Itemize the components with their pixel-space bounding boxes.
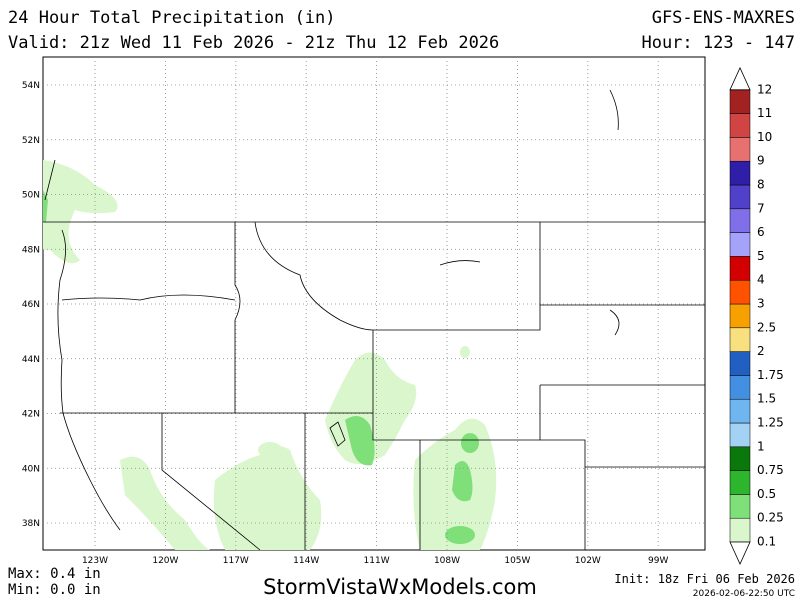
- lon-label: 99W: [648, 556, 668, 566]
- colorbar-swatch: [729, 375, 751, 400]
- colorbar-label: 12: [757, 82, 772, 96]
- lat-label: 54N: [22, 81, 40, 91]
- lon-label: 120W: [152, 556, 178, 566]
- max-value: Max: 0.4 in: [8, 566, 101, 582]
- map: 54N 52N 50N 48N 46N 44N 42N 40N 38N 123W 120W 117W 1…: [22, 56, 706, 566]
- colorbar-swatch: [729, 137, 751, 162]
- colorbar-swatch: [729, 351, 751, 376]
- colorbar-swatch: [729, 184, 751, 210]
- lon-label: 102W: [575, 556, 601, 566]
- lat-label: 52N: [22, 136, 40, 146]
- precip-light: [43, 160, 497, 550]
- colorbar-swatch: [729, 470, 751, 495]
- forecast-hour: Hour: 123 - 147: [641, 33, 795, 53]
- lat-label: 40N: [22, 464, 40, 474]
- colorbar-swatch: [729, 327, 751, 352]
- colorbar-label: 2.5: [757, 320, 776, 334]
- colorbar-label: 6: [757, 225, 765, 239]
- colorbar-label: 8: [757, 178, 765, 192]
- colorbar-swatch: [729, 113, 751, 138]
- title: 24 Hour Total Precipitation (in): [8, 8, 336, 28]
- colorbar-label: 7: [757, 201, 765, 215]
- colorbar: 0.1 0.25 0.5 0.75 1 1.25 1.5 1.75 2 2.5 3 4 5 6 7 8 9 10 1…: [729, 66, 784, 565]
- min-value: Min: 0.0 in: [8, 582, 101, 598]
- colorbar-swatch: [729, 232, 751, 257]
- website: StormVistaWxModels.com: [263, 575, 537, 599]
- lon-label: 123W: [82, 556, 108, 566]
- colorbar-swatch: [729, 160, 751, 186]
- colorbar-label: 0.1: [757, 535, 776, 549]
- model: GFS-ENS-MAXRES: [652, 8, 795, 28]
- colorbar-swatch: [729, 256, 751, 281]
- lon-label: 114W: [293, 556, 319, 566]
- colorbar-label: 0.25: [757, 511, 784, 525]
- colorbar-swatch: [729, 208, 751, 233]
- lat-label: 44N: [22, 355, 40, 365]
- colorbar-swatch: [729, 89, 751, 114]
- colorbar-swatch: [729, 279, 751, 305]
- colorbar-swatch: [729, 517, 751, 543]
- colorbar-label: 1.5: [757, 392, 776, 406]
- colorbar-label: 1: [757, 439, 765, 453]
- colorbar-label: 4: [757, 273, 765, 287]
- colorbar-swatch: [729, 494, 751, 519]
- colorbar-swatch: [729, 446, 751, 471]
- lat-label: 42N: [22, 410, 40, 420]
- colorbar-label: 10: [757, 130, 772, 144]
- lon-label: 111W: [364, 556, 390, 566]
- colorbar-label: 0.75: [757, 463, 784, 477]
- timestamp: 2026-02-06-22:50 UTC: [693, 589, 795, 599]
- colorbar-swatch: [729, 303, 751, 329]
- init-time: Init: 18z Fri 06 Feb 2026: [614, 572, 795, 586]
- lat-label: 38N: [22, 519, 40, 529]
- colorbar-label: 3: [757, 297, 765, 311]
- lon-label: 108W: [434, 556, 460, 566]
- colorbar-label: 0.5: [757, 487, 776, 501]
- colorbar-label: 2: [757, 344, 765, 358]
- lon-label: 117W: [223, 556, 249, 566]
- colorbar-label: 5: [757, 249, 765, 263]
- precip-moderate: [43, 190, 479, 544]
- map-frame: [42, 56, 706, 551]
- lon-label: 105W: [504, 556, 530, 566]
- colorbar-top: [729, 66, 751, 91]
- colorbar-label: 9: [757, 154, 765, 168]
- colorbar-label: 1.75: [757, 368, 784, 382]
- colorbar-bottom: [729, 541, 751, 565]
- lat-label: 46N: [22, 300, 40, 310]
- valid-time: Valid: 21z Wed 11 Feb 2026 - 21z Thu 12 …: [8, 33, 499, 53]
- colorbar-label: 1.25: [757, 416, 784, 430]
- lat-label: 50N: [22, 191, 40, 201]
- boundaries: [43, 89, 705, 551]
- lat-label: 48N: [22, 245, 40, 255]
- colorbar-swatch: [729, 398, 751, 424]
- colorbar-label: 11: [757, 106, 772, 120]
- colorbar-swatch: [729, 422, 751, 448]
